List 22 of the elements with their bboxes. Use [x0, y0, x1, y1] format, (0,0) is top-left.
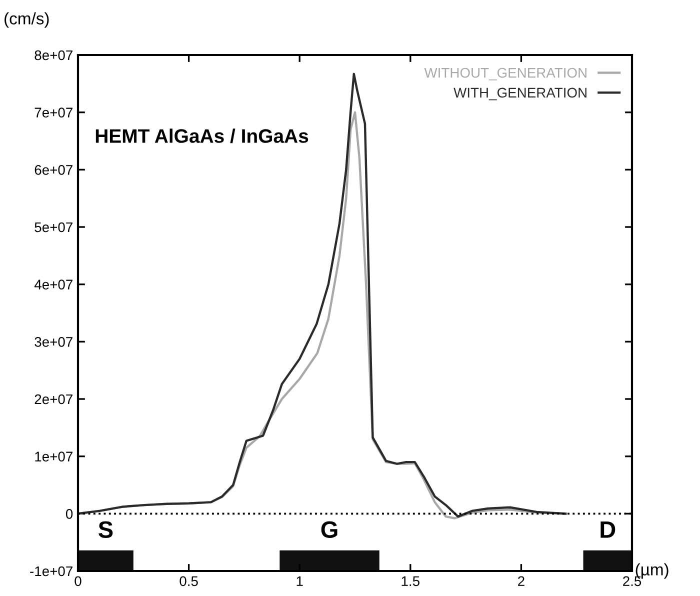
- y-tick-label: 4e+07: [34, 280, 72, 290]
- annotation: G: [321, 521, 338, 538]
- y-tick-label: 5e+07: [34, 222, 72, 232]
- y-tick-label: 8e+07: [34, 50, 72, 60]
- x-tick-label: 0: [74, 576, 82, 586]
- annotation: HEMT AlGaAs / InGaAs: [96, 128, 308, 144]
- y-tick-label: 2e+07: [34, 394, 72, 404]
- y-tick-label: 0: [66, 509, 73, 519]
- legend-label: WITH_GENERATION: [454, 88, 586, 100]
- x-tick-label: 2: [518, 576, 524, 586]
- annotation: S: [98, 521, 113, 538]
- y-tick-label: 1e+07: [35, 452, 72, 462]
- legend-label: WITHOUT_GENERATION: [424, 68, 586, 80]
- annotation: D: [600, 521, 616, 538]
- x-tick-label: 0.5: [180, 576, 198, 586]
- y-tick-label: -1e+07: [30, 566, 72, 576]
- x-tick-label: 1: [296, 576, 303, 586]
- x-tick-label: 1.5: [402, 576, 420, 586]
- y-tick-label: 6e+07: [34, 165, 72, 175]
- y-axis-title: (cm/s): [4, 12, 49, 28]
- y-tick-label: 7e+07: [34, 108, 72, 118]
- y-tick-label: 3e+07: [34, 337, 72, 347]
